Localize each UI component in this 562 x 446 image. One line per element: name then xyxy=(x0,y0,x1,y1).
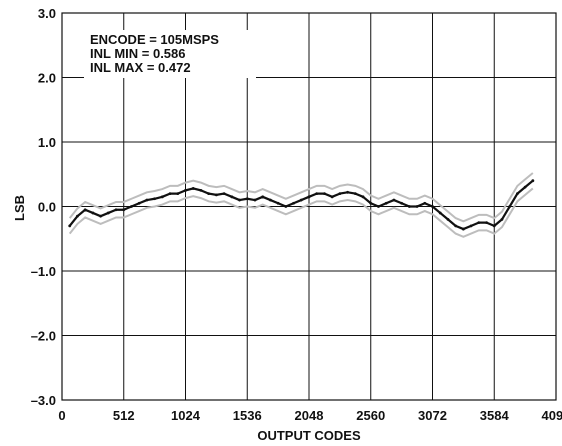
x-tick-labels: 0 512 1024 1536 2048 2560 3072 3584 4096 xyxy=(58,408,562,423)
data-point xyxy=(438,211,442,215)
x-tick-label: 3072 xyxy=(418,408,447,423)
data-point xyxy=(346,190,349,194)
data-point xyxy=(508,205,512,208)
plot-frame xyxy=(61,12,557,401)
data-point xyxy=(137,201,141,205)
data-point xyxy=(91,211,95,215)
data-point xyxy=(323,192,326,196)
data-point xyxy=(276,201,280,205)
data-point xyxy=(485,221,488,225)
data-point xyxy=(99,214,102,218)
data-point xyxy=(500,218,504,221)
data-point xyxy=(292,201,295,205)
data-point xyxy=(106,211,110,215)
data-point xyxy=(369,201,373,205)
data-point xyxy=(68,224,72,228)
data-point xyxy=(269,198,272,202)
data-point xyxy=(400,201,404,205)
series-layer xyxy=(68,172,535,238)
data-point xyxy=(130,205,133,208)
x-tick-label: 0 xyxy=(58,408,65,423)
data-point xyxy=(261,195,265,199)
data-point xyxy=(477,221,481,225)
data-point xyxy=(338,192,342,196)
series-noise-band-lower xyxy=(68,187,534,238)
x-tick-label: 2560 xyxy=(356,408,385,423)
data-point xyxy=(284,205,288,208)
data-point xyxy=(207,192,211,196)
data-point xyxy=(122,208,126,212)
x-tick-label: 4096 xyxy=(542,408,562,423)
data-point xyxy=(469,224,473,228)
data-point xyxy=(184,188,187,192)
y-tick-label: –2.0 xyxy=(31,329,56,344)
annotation-background xyxy=(84,30,256,78)
annotation-box: ENCODE = 105MSPS INL MIN = 0.586 INL MAX… xyxy=(84,30,256,78)
data-point xyxy=(145,198,149,202)
data-point xyxy=(307,195,311,199)
data-point xyxy=(384,201,388,205)
data-point xyxy=(222,192,226,196)
data-point xyxy=(377,205,380,208)
data-point xyxy=(431,205,434,208)
y-tick-label: 3.0 xyxy=(38,6,56,21)
data-point xyxy=(191,187,195,190)
data-point xyxy=(160,195,164,199)
data-point xyxy=(454,224,458,228)
x-axis-title: OUTPUT CODES xyxy=(257,428,361,443)
data-point xyxy=(361,195,365,199)
data-point xyxy=(153,197,157,201)
data-point xyxy=(446,218,450,221)
data-point xyxy=(238,198,241,202)
data-point xyxy=(168,192,172,196)
x-tick-label: 2048 xyxy=(295,408,324,423)
data-point xyxy=(315,192,319,196)
y-tick-label: –3.0 xyxy=(31,393,56,408)
data-point xyxy=(253,198,257,202)
y-axis-title: LSB xyxy=(12,195,27,221)
data-point xyxy=(423,201,427,205)
annotation-line-2: INL MIN = 0.586 xyxy=(90,46,186,61)
data-point xyxy=(516,192,519,196)
x-tick-label: 3584 xyxy=(480,408,510,423)
data-point xyxy=(83,208,87,212)
x-tick-label: 1024 xyxy=(171,408,201,423)
data-point xyxy=(230,195,234,199)
data-point xyxy=(523,185,527,189)
data-point xyxy=(176,192,180,196)
y-tick-label: 0.0 xyxy=(38,200,56,215)
data-point xyxy=(531,179,535,183)
data-point xyxy=(299,198,303,202)
annotation-line-1: ENCODE = 105MSPS xyxy=(90,32,219,47)
data-point xyxy=(461,227,465,231)
data-point xyxy=(214,193,218,197)
x-tick-label: 512 xyxy=(113,408,135,423)
data-point xyxy=(330,195,334,199)
data-point xyxy=(245,197,249,201)
y-tick-label: 2.0 xyxy=(38,71,56,86)
y-tick-labels: 3.0 2.0 1.0 0.0 –1.0 –2.0 –3.0 xyxy=(31,6,56,408)
x-tick-label: 1536 xyxy=(233,408,262,423)
data-point xyxy=(114,208,118,212)
data-point xyxy=(392,198,396,202)
data-point xyxy=(492,224,496,228)
y-tick-label: 1.0 xyxy=(38,135,56,150)
series-noise-band-upper xyxy=(68,172,534,223)
data-point xyxy=(199,188,203,192)
data-point xyxy=(415,205,419,208)
data-point xyxy=(353,192,357,196)
y-tick-label: –1.0 xyxy=(31,264,56,279)
data-point xyxy=(407,205,411,208)
annotation-line-3: INL MAX = 0.472 xyxy=(90,60,191,75)
data-point xyxy=(76,214,79,218)
